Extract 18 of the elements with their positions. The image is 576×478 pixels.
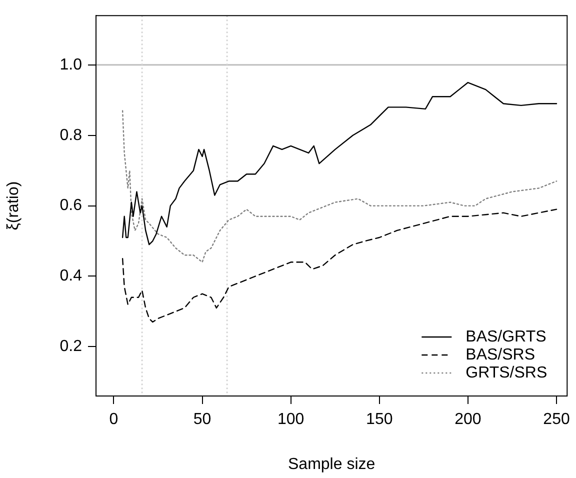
line-series: [122, 110, 558, 263]
x-tick-label: 0: [109, 411, 118, 428]
legend-label: GRTS/SRS: [466, 364, 548, 382]
line-series: [122, 208, 558, 323]
y-tick-label: 0.6: [60, 197, 82, 214]
y-tick-label: 0.2: [60, 338, 82, 356]
y-tick-label: 1.0: [60, 56, 82, 74]
x-tick-label: 250: [543, 411, 570, 428]
x-tick-label: 150: [366, 411, 393, 428]
y-tick-label: 0.8: [60, 126, 82, 144]
y-axis-title: ξ(ratio): [5, 181, 22, 230]
x-tick-label: 50: [193, 411, 212, 428]
x-tick-label: 200: [454, 411, 482, 428]
x-tick-label: 100: [277, 411, 304, 428]
x-axis-title: Sample size: [288, 456, 376, 473]
legend-label: BAS/SRS: [466, 346, 536, 364]
legend-label: BAS/GRTS: [466, 328, 546, 346]
y-tick-label: 0.4: [60, 268, 82, 285]
